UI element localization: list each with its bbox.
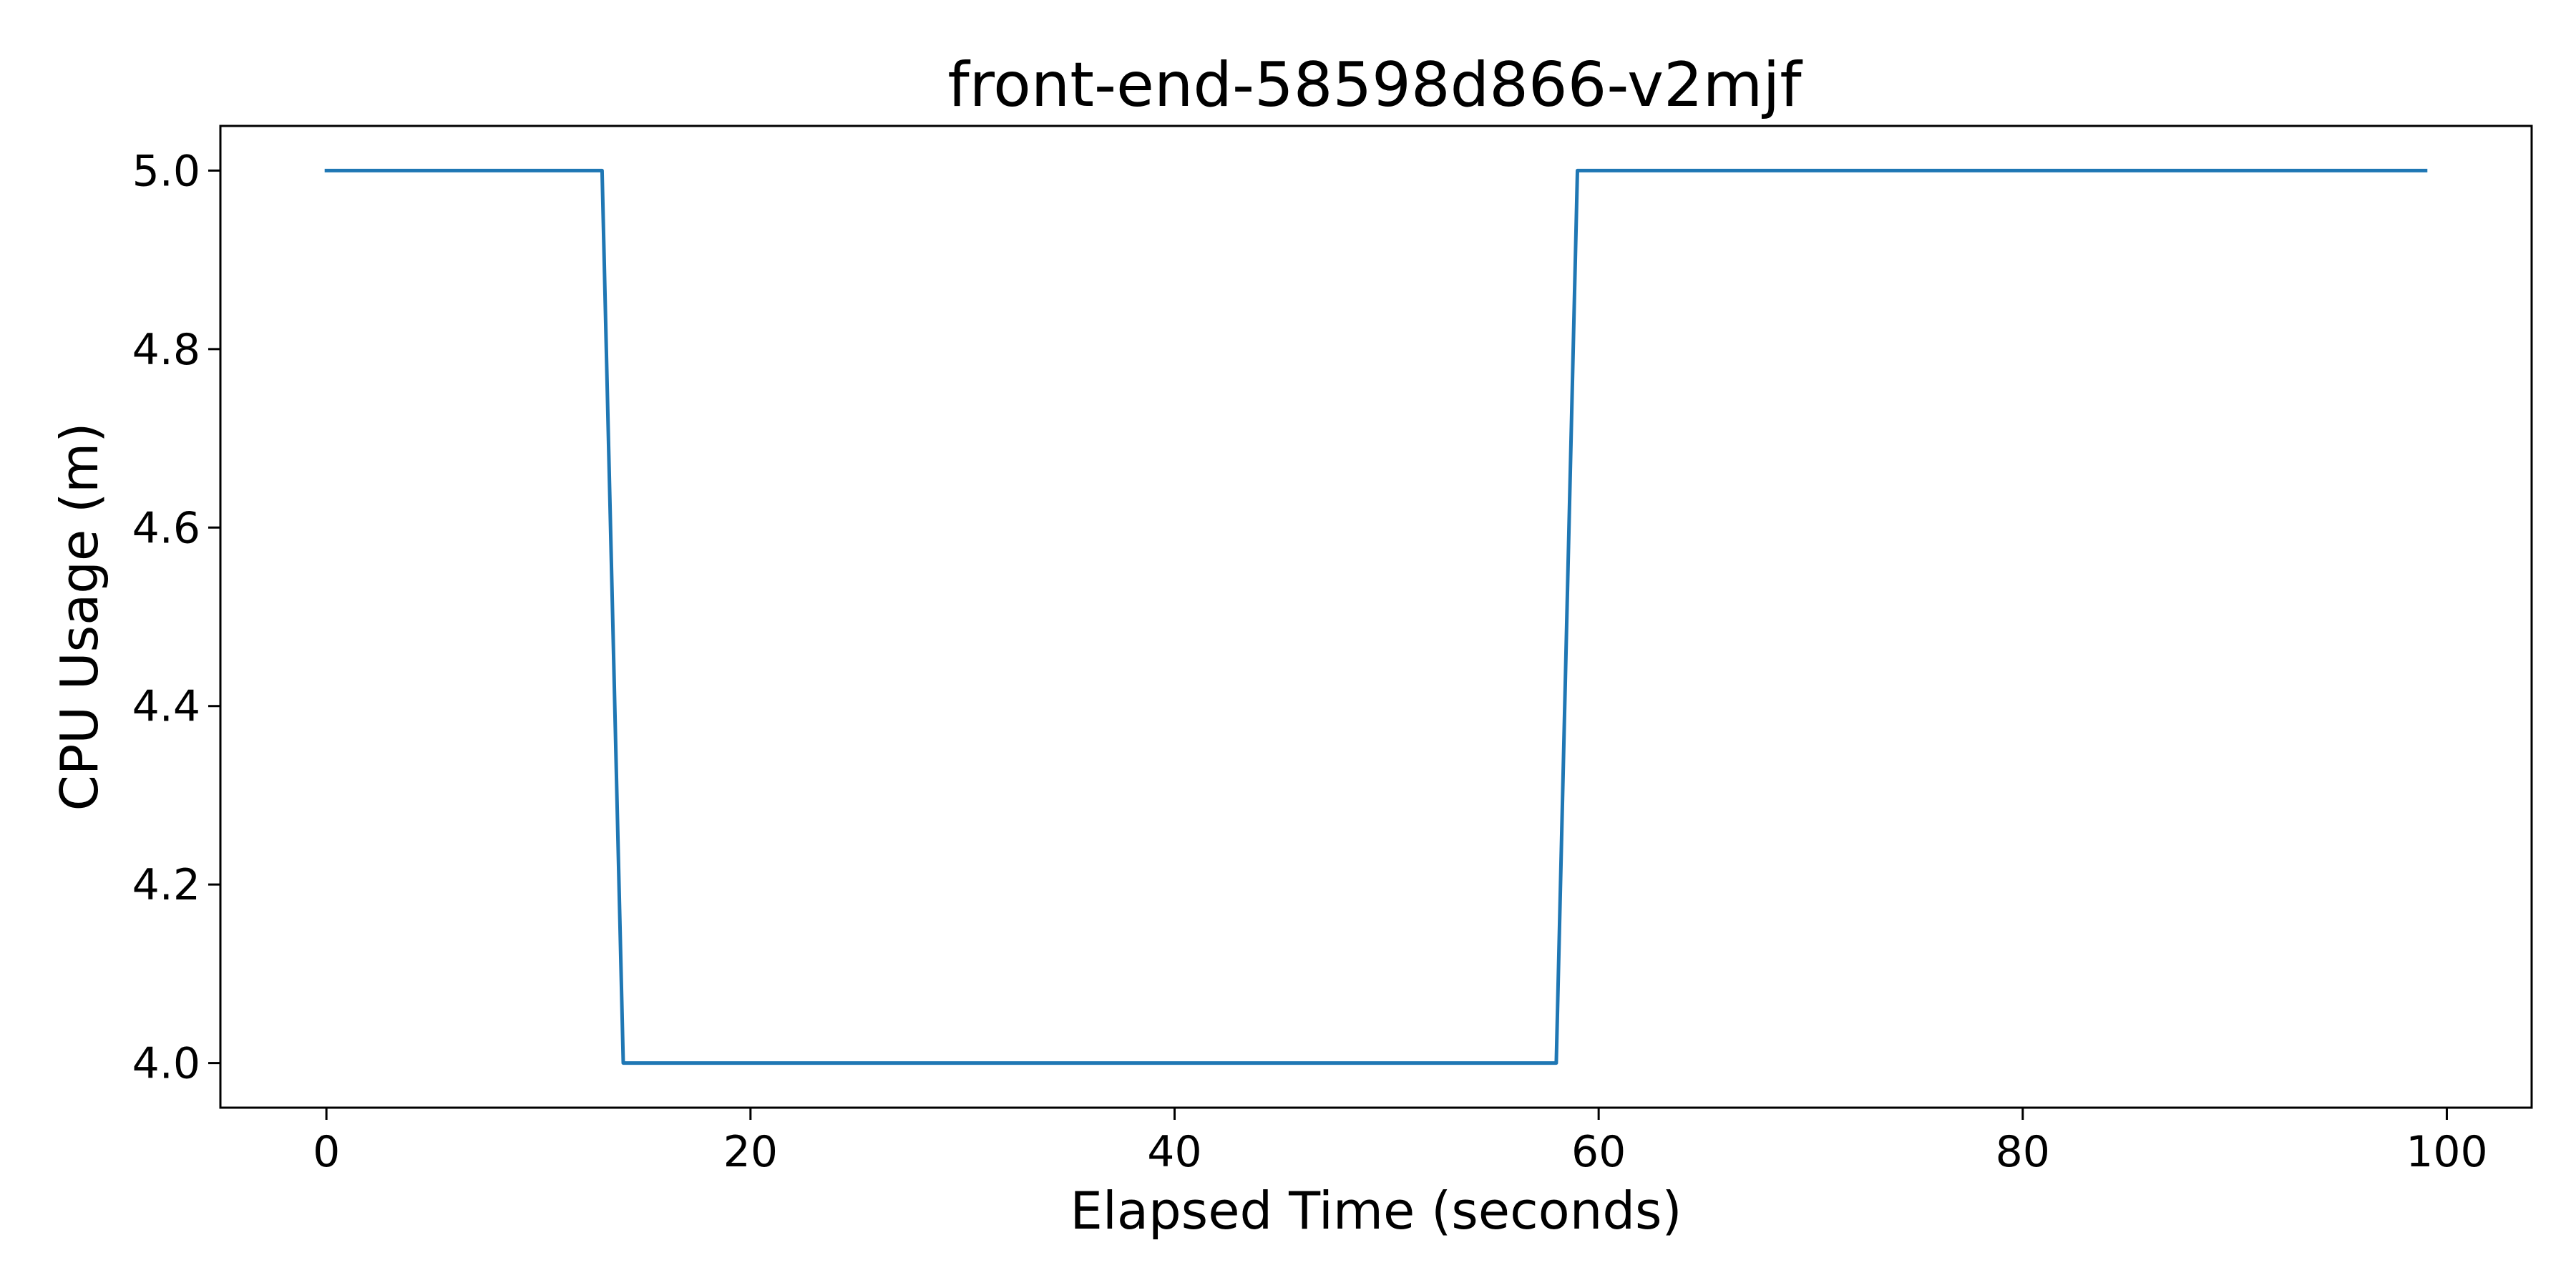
x-tick-label: 60: [1571, 1127, 1626, 1177]
x-axis: 0 20 40 60 80 100: [313, 1108, 2488, 1177]
y-tick-label: 4.2: [132, 860, 200, 910]
y-tick-label: 4.6: [132, 503, 200, 553]
series-layer: [324, 168, 2428, 1065]
x-tick-label: 20: [723, 1127, 778, 1177]
x-tick-label: 40: [1147, 1127, 1201, 1177]
y-tick-label: 5.0: [132, 146, 200, 196]
y-tick-label: 4.0: [132, 1039, 200, 1089]
y-tick-label: 4.8: [132, 325, 200, 375]
x-tick-label: 80: [1996, 1127, 2050, 1177]
x-tick-label: 0: [313, 1127, 340, 1177]
y-tick-label: 4.4: [132, 682, 200, 732]
y-axis: 4.0 4.2 4.4 4.6 4.8 5.0: [132, 146, 220, 1089]
x-axis-label: Elapsed Time (seconds): [1070, 1181, 1682, 1241]
chart-title: front-end-58598d866-v2mjf: [947, 49, 1802, 121]
y-axis-label: CPU Usage (m): [49, 423, 109, 811]
plot-area-frame: [219, 125, 2533, 1109]
x-tick-label: 100: [2406, 1127, 2488, 1177]
series-line: [324, 168, 2428, 1065]
